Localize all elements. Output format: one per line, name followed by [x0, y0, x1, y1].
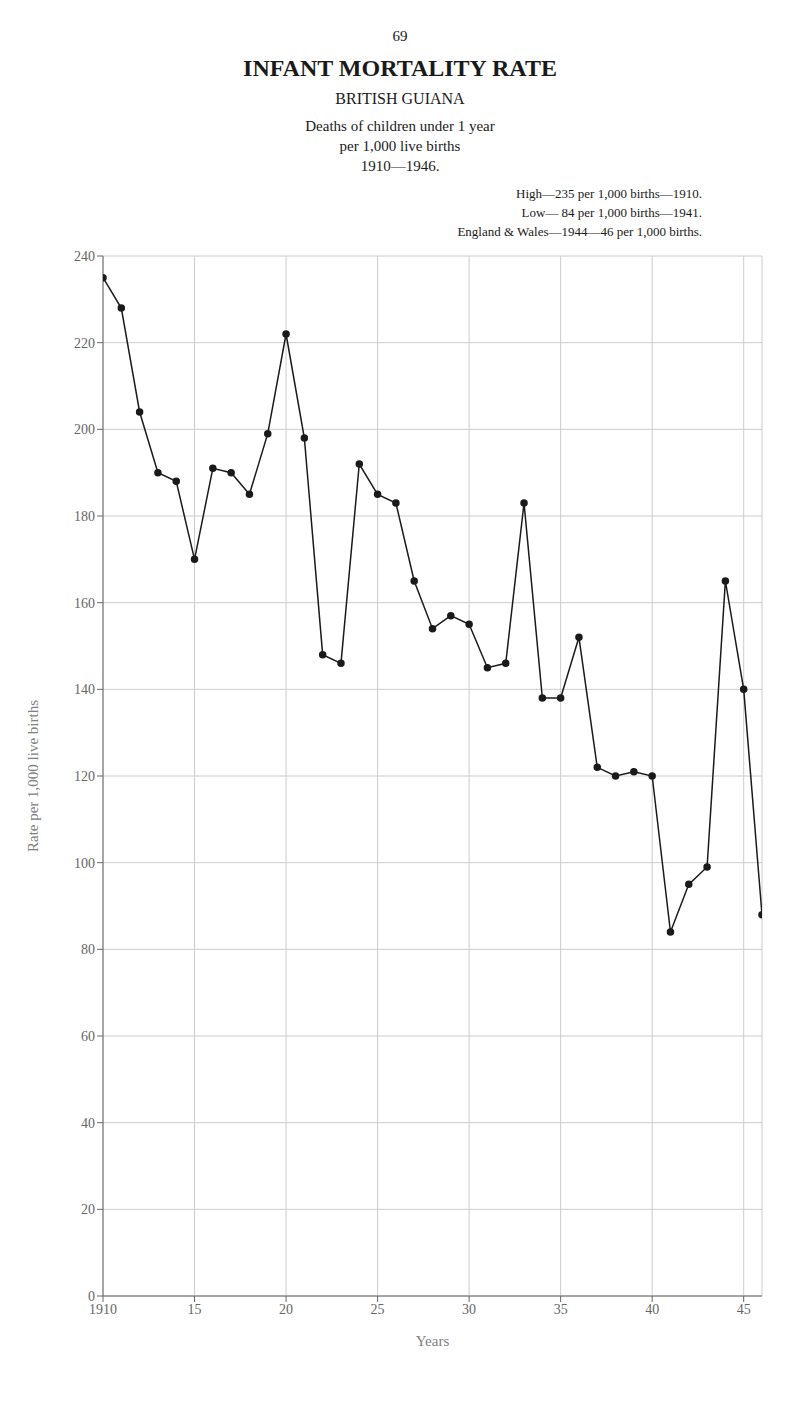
html-text:per 1,000 live births: per 1,000 live births — [339, 138, 461, 154]
svg-text:40: 40 — [645, 1302, 659, 1317]
svg-text:Rate per 1,000 live births: Rate per 1,000 live births — [25, 700, 41, 852]
svg-text:20: 20 — [279, 1302, 293, 1317]
svg-text:160: 160 — [74, 596, 95, 611]
svg-text:45: 45 — [737, 1302, 751, 1317]
svg-text:200: 200 — [74, 422, 95, 437]
html-text:High—235 per 1,000 births—1910: High—235 per 1,000 births—1910. — [516, 186, 702, 201]
svg-text:1910: 1910 — [89, 1302, 117, 1317]
svg-text:Years: Years — [416, 1333, 450, 1349]
svg-text:40: 40 — [81, 1116, 95, 1131]
svg-text:25: 25 — [371, 1302, 385, 1317]
svg-text:35: 35 — [554, 1302, 568, 1317]
html-text:69: 69 — [392, 28, 408, 44]
svg-text:15: 15 — [188, 1302, 202, 1317]
svg-text:30: 30 — [462, 1302, 476, 1317]
svg-text:140: 140 — [74, 682, 95, 697]
svg-text:20: 20 — [81, 1202, 95, 1217]
svg-text:100: 100 — [74, 856, 95, 871]
html-text:INFANT MORTALITY RATE: INFANT MORTALITY RATE — [243, 55, 557, 81]
html-text:England & Wales—1944—46 per 1,: England & Wales—1944—46 per 1,000 births… — [457, 224, 702, 239]
svg-text:220: 220 — [74, 336, 95, 351]
svg-text:80: 80 — [81, 942, 95, 957]
svg-text:120: 120 — [74, 769, 95, 784]
html-text:BRITISH GUIANA: BRITISH GUIANA — [335, 90, 465, 107]
html-text:Deaths of children under 1 yea: Deaths of children under 1 year — [305, 118, 495, 134]
svg-text:180: 180 — [74, 509, 95, 524]
svg-text:0: 0 — [88, 1289, 95, 1304]
svg-text:60: 60 — [81, 1029, 95, 1044]
html-text:1910—1946.: 1910—1946. — [360, 158, 440, 174]
html-text:Low— 84 per 1,000 births—1941.: Low— 84 per 1,000 births—1941. — [521, 205, 702, 220]
svg-text:240: 240 — [74, 249, 95, 264]
